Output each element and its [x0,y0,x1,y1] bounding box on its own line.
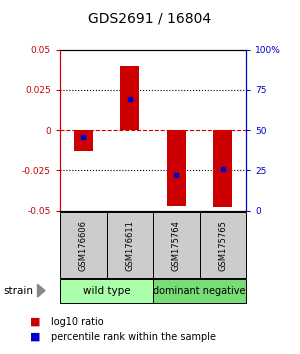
Text: percentile rank within the sample: percentile rank within the sample [51,332,216,342]
Bar [74,130,93,151]
Text: wild type: wild type [83,286,130,296]
Text: GSM175764: GSM175764 [172,220,181,270]
Text: GDS2691 / 16804: GDS2691 / 16804 [88,11,212,25]
Text: GSM176606: GSM176606 [79,219,88,271]
Bar [167,130,185,206]
Text: log10 ratio: log10 ratio [51,317,104,327]
Bar [214,130,232,207]
Text: strain: strain [3,286,33,296]
Text: ■: ■ [30,317,40,327]
Bar [121,65,139,130]
Text: GSM176611: GSM176611 [125,220,134,270]
Text: dominant negative: dominant negative [153,286,246,296]
Text: ■: ■ [30,332,40,342]
Text: GSM175765: GSM175765 [218,220,227,270]
